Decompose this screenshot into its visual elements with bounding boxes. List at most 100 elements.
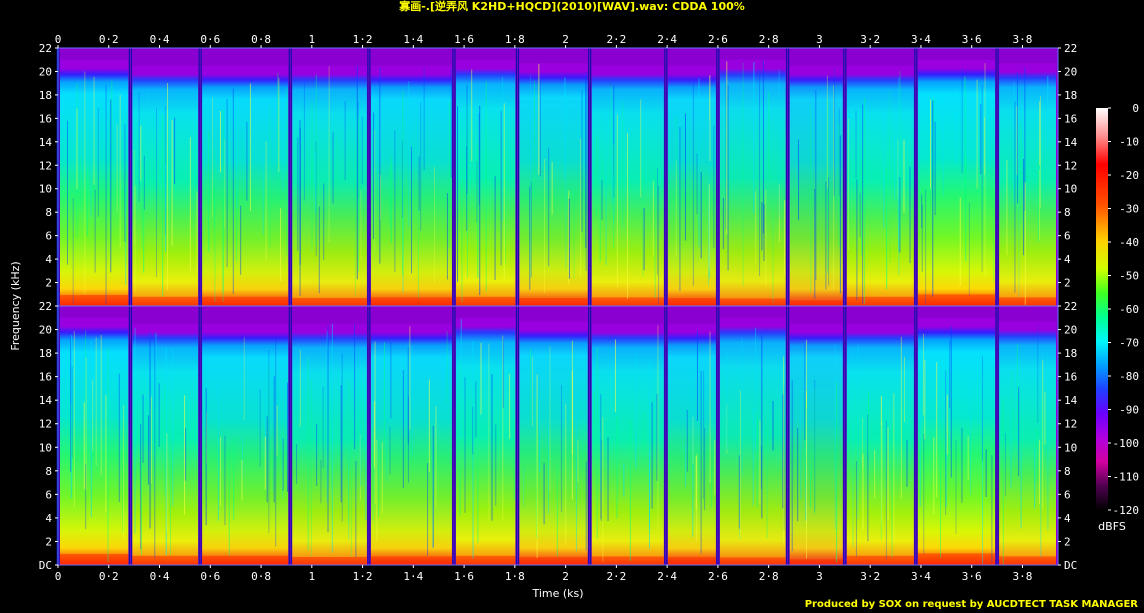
track-gap-edge: [368, 306, 370, 565]
spectral-streak: [923, 433, 925, 554]
spectral-streak: [698, 78, 700, 247]
spectral-streak: [241, 436, 243, 479]
spectral-streak: [171, 120, 173, 247]
spectral-streak: [494, 176, 496, 280]
spectral-streak: [502, 335, 504, 521]
spectral-streak: [423, 68, 425, 170]
track-block: [999, 63, 1056, 306]
spectral-streak: [686, 409, 688, 472]
spectral-streak: [898, 77, 900, 275]
spectral-streak: [243, 337, 245, 421]
spectral-streak: [222, 193, 224, 302]
spectral-streak: [164, 384, 166, 496]
spectral-streak: [696, 454, 698, 543]
spectral-streak: [360, 190, 362, 261]
spectral-streak: [479, 105, 481, 296]
spectral-streak: [568, 190, 570, 284]
spectral-streak: [811, 438, 813, 481]
spectral-streak: [601, 439, 603, 522]
spectral-streak: [649, 361, 651, 549]
y-tick-label: 14: [1064, 136, 1078, 149]
spectral-streak: [277, 73, 279, 204]
spectral-streak: [1040, 96, 1042, 208]
spectral-streak: [449, 101, 451, 198]
bass-energy: [60, 295, 129, 306]
spectral-streak: [394, 130, 396, 273]
y-tick-label: 20: [39, 324, 52, 337]
spectral-streak: [390, 342, 392, 419]
spectral-streak: [610, 86, 612, 157]
spectral-streak: [105, 84, 107, 304]
spectral-streak: [629, 419, 631, 561]
spectral-streak: [1016, 343, 1018, 426]
spectral-streak: [471, 69, 473, 162]
spectral-streak: [464, 377, 466, 513]
track-gap-edge: [915, 48, 917, 306]
track-gap-edge: [717, 306, 719, 565]
track-block: [370, 323, 452, 565]
spectral-streak: [125, 186, 127, 285]
x-tick-label: 1·6: [454, 570, 474, 583]
spectral-streak: [564, 77, 566, 180]
spectral-streak: [833, 68, 835, 197]
colorbar-tick-label: -100: [1113, 437, 1140, 450]
spectral-streak: [568, 198, 570, 279]
track-block: [132, 323, 199, 565]
bass-energy: [60, 554, 129, 565]
x-tick-label: 0·4: [150, 570, 170, 583]
spectral-streak: [679, 126, 681, 292]
spectral-streak: [580, 138, 582, 279]
spectral-streak: [220, 436, 222, 507]
y-tick-label: 22: [1064, 300, 1077, 313]
spectral-streak: [407, 347, 409, 445]
spectral-streak: [1002, 398, 1004, 565]
track-gap-edge: [787, 48, 789, 306]
spectral-streak: [495, 424, 497, 506]
spectral-streak: [810, 104, 812, 294]
spectral-streak: [523, 466, 525, 507]
spectral-streak: [359, 434, 361, 501]
spectral-streak: [335, 136, 337, 199]
spectral-streak: [696, 330, 698, 421]
spectral-streak: [376, 439, 378, 543]
spectral-streak: [983, 117, 985, 175]
spectral-streak: [565, 90, 567, 269]
y-tick-label: 20: [39, 65, 52, 78]
spectral-streak: [232, 88, 234, 294]
spectral-streak: [899, 70, 901, 247]
spectral-streak: [386, 425, 388, 482]
spectral-streak: [485, 81, 487, 292]
spectral-streak: [611, 129, 613, 205]
bass-energy: [370, 556, 452, 565]
spectral-streak: [861, 161, 863, 256]
spectral-streak: [122, 464, 124, 533]
spectral-streak: [970, 362, 972, 495]
bass-energy: [591, 556, 664, 565]
x-tick-label: 3·8: [1013, 570, 1033, 583]
spectral-streak: [208, 131, 210, 252]
spectral-streak: [142, 394, 144, 463]
y-tick-label: 10: [39, 183, 52, 196]
spectral-streak: [240, 205, 242, 275]
spectral-streak: [817, 106, 819, 182]
bass-energy: [132, 555, 199, 565]
spectral-streak: [538, 63, 540, 175]
spectral-streak: [267, 362, 269, 424]
spectral-streak: [726, 353, 728, 450]
track-gap-edge: [589, 306, 591, 565]
spectral-streak: [959, 197, 961, 287]
spectral-streak: [185, 428, 187, 481]
spectral-streak: [428, 379, 430, 473]
y-tick-label: DC: [39, 559, 52, 572]
y-tick-label: 2: [1064, 277, 1071, 290]
spectral-streak: [331, 323, 333, 553]
x-tick-label: 3·4: [911, 570, 931, 583]
spectral-streak: [446, 330, 448, 402]
track-gap-edge: [996, 306, 998, 565]
spectral-streak: [217, 377, 219, 521]
spectral-streak: [213, 188, 215, 227]
spectral-streak: [71, 404, 73, 457]
spectral-streak: [950, 325, 952, 478]
x-tick-label: 3·6: [962, 570, 982, 583]
spectral-streak: [955, 440, 957, 534]
